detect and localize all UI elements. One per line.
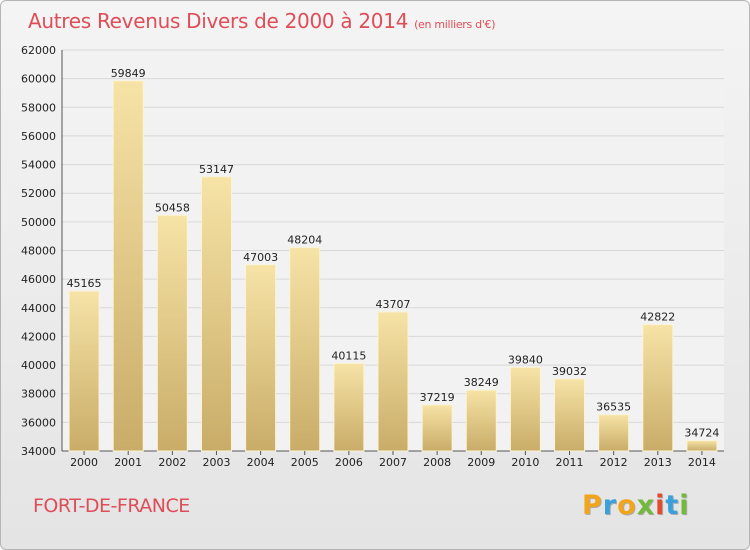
bar-2007 [377, 311, 409, 452]
chart-subtitle: (en milliers d'€) [414, 18, 496, 31]
y-tick-label: 56000 [21, 130, 56, 143]
value-label-2012: 36535 [596, 401, 631, 414]
logo-letter: P [582, 490, 603, 521]
y-tick-label: 62000 [21, 44, 56, 57]
value-label-2002: 50458 [155, 201, 190, 214]
x-tick-label-2003: 2003 [202, 456, 230, 469]
logo-letter: i [679, 490, 690, 521]
bar-2002 [156, 214, 188, 452]
x-tick-label-2004: 2004 [247, 456, 275, 469]
y-tick-label: 38000 [21, 388, 56, 401]
city-name: FORT-DE-FRANCE [33, 495, 190, 517]
x-tick-label-2014: 2014 [688, 456, 716, 469]
x-tick-label-2013: 2013 [644, 456, 672, 469]
x-tick-label-2011: 2011 [556, 456, 584, 469]
value-label-2014: 34724 [684, 427, 719, 440]
value-label-2011: 39032 [552, 365, 587, 378]
x-tick-label-2000: 2000 [70, 456, 98, 469]
y-tick-label: 42000 [21, 330, 56, 343]
x-tick-label-2008: 2008 [423, 456, 451, 469]
bar-2014 [686, 440, 718, 452]
value-label-2007: 43707 [376, 298, 411, 311]
logo-letter: i [655, 490, 666, 521]
x-tick-label-2002: 2002 [158, 456, 186, 469]
y-tick-label: 34000 [21, 445, 56, 458]
value-label-2000: 45165 [67, 277, 102, 290]
value-label-2008: 37219 [420, 391, 455, 404]
value-label-2010: 39840 [508, 353, 543, 366]
bar-2011 [554, 378, 586, 452]
x-tick-label-2010: 2010 [511, 456, 539, 469]
chart-title-text: Autres Revenus Divers de 2000 à 2014 [28, 9, 409, 33]
value-label-2001: 59849 [111, 67, 146, 80]
bar-2008 [421, 404, 453, 452]
y-tick-label: 46000 [21, 273, 56, 286]
bar-2013 [642, 324, 674, 452]
logo-letter: t [665, 490, 680, 521]
bar-2001 [112, 80, 144, 452]
y-tick-label: 50000 [21, 216, 56, 229]
value-label-2003: 53147 [199, 163, 234, 176]
bar-2005 [289, 247, 321, 452]
y-tick-label: 48000 [21, 245, 56, 258]
y-tick-label: 40000 [21, 359, 56, 372]
bar-2010 [509, 366, 541, 452]
value-label-2004: 47003 [243, 251, 278, 264]
y-tick-label: 44000 [21, 302, 56, 315]
value-label-2013: 42822 [640, 311, 675, 324]
bar-2004 [245, 264, 277, 452]
x-tick-label-2005: 2005 [291, 456, 319, 469]
logo-letter: x [636, 490, 656, 521]
x-tick-label-2001: 2001 [114, 456, 142, 469]
chart-title: Autres Revenus Divers de 2000 à 2014 (en … [28, 9, 496, 33]
proxiti-logo: Proxiti [582, 490, 692, 524]
x-tick-label-2006: 2006 [335, 456, 363, 469]
value-label-2009: 38249 [464, 376, 499, 389]
value-label-2005: 48204 [287, 234, 322, 247]
bar-2012 [598, 414, 630, 452]
bar-2006 [333, 362, 365, 452]
logo-letter: r [602, 490, 618, 521]
x-tick-label-2009: 2009 [467, 456, 495, 469]
logo-letter: o [617, 490, 637, 521]
value-label-2006: 40115 [331, 349, 366, 362]
bar-2003 [200, 176, 232, 452]
y-tick-label: 60000 [21, 73, 56, 86]
x-tick-label-2007: 2007 [379, 456, 407, 469]
y-tick-label: 54000 [21, 159, 56, 172]
y-tick-label: 52000 [21, 187, 56, 200]
x-tick-label-2012: 2012 [600, 456, 628, 469]
bar-2009 [465, 389, 497, 452]
bar-2000 [68, 290, 100, 452]
y-tick-label: 58000 [21, 101, 56, 114]
y-tick-label: 36000 [21, 416, 56, 429]
